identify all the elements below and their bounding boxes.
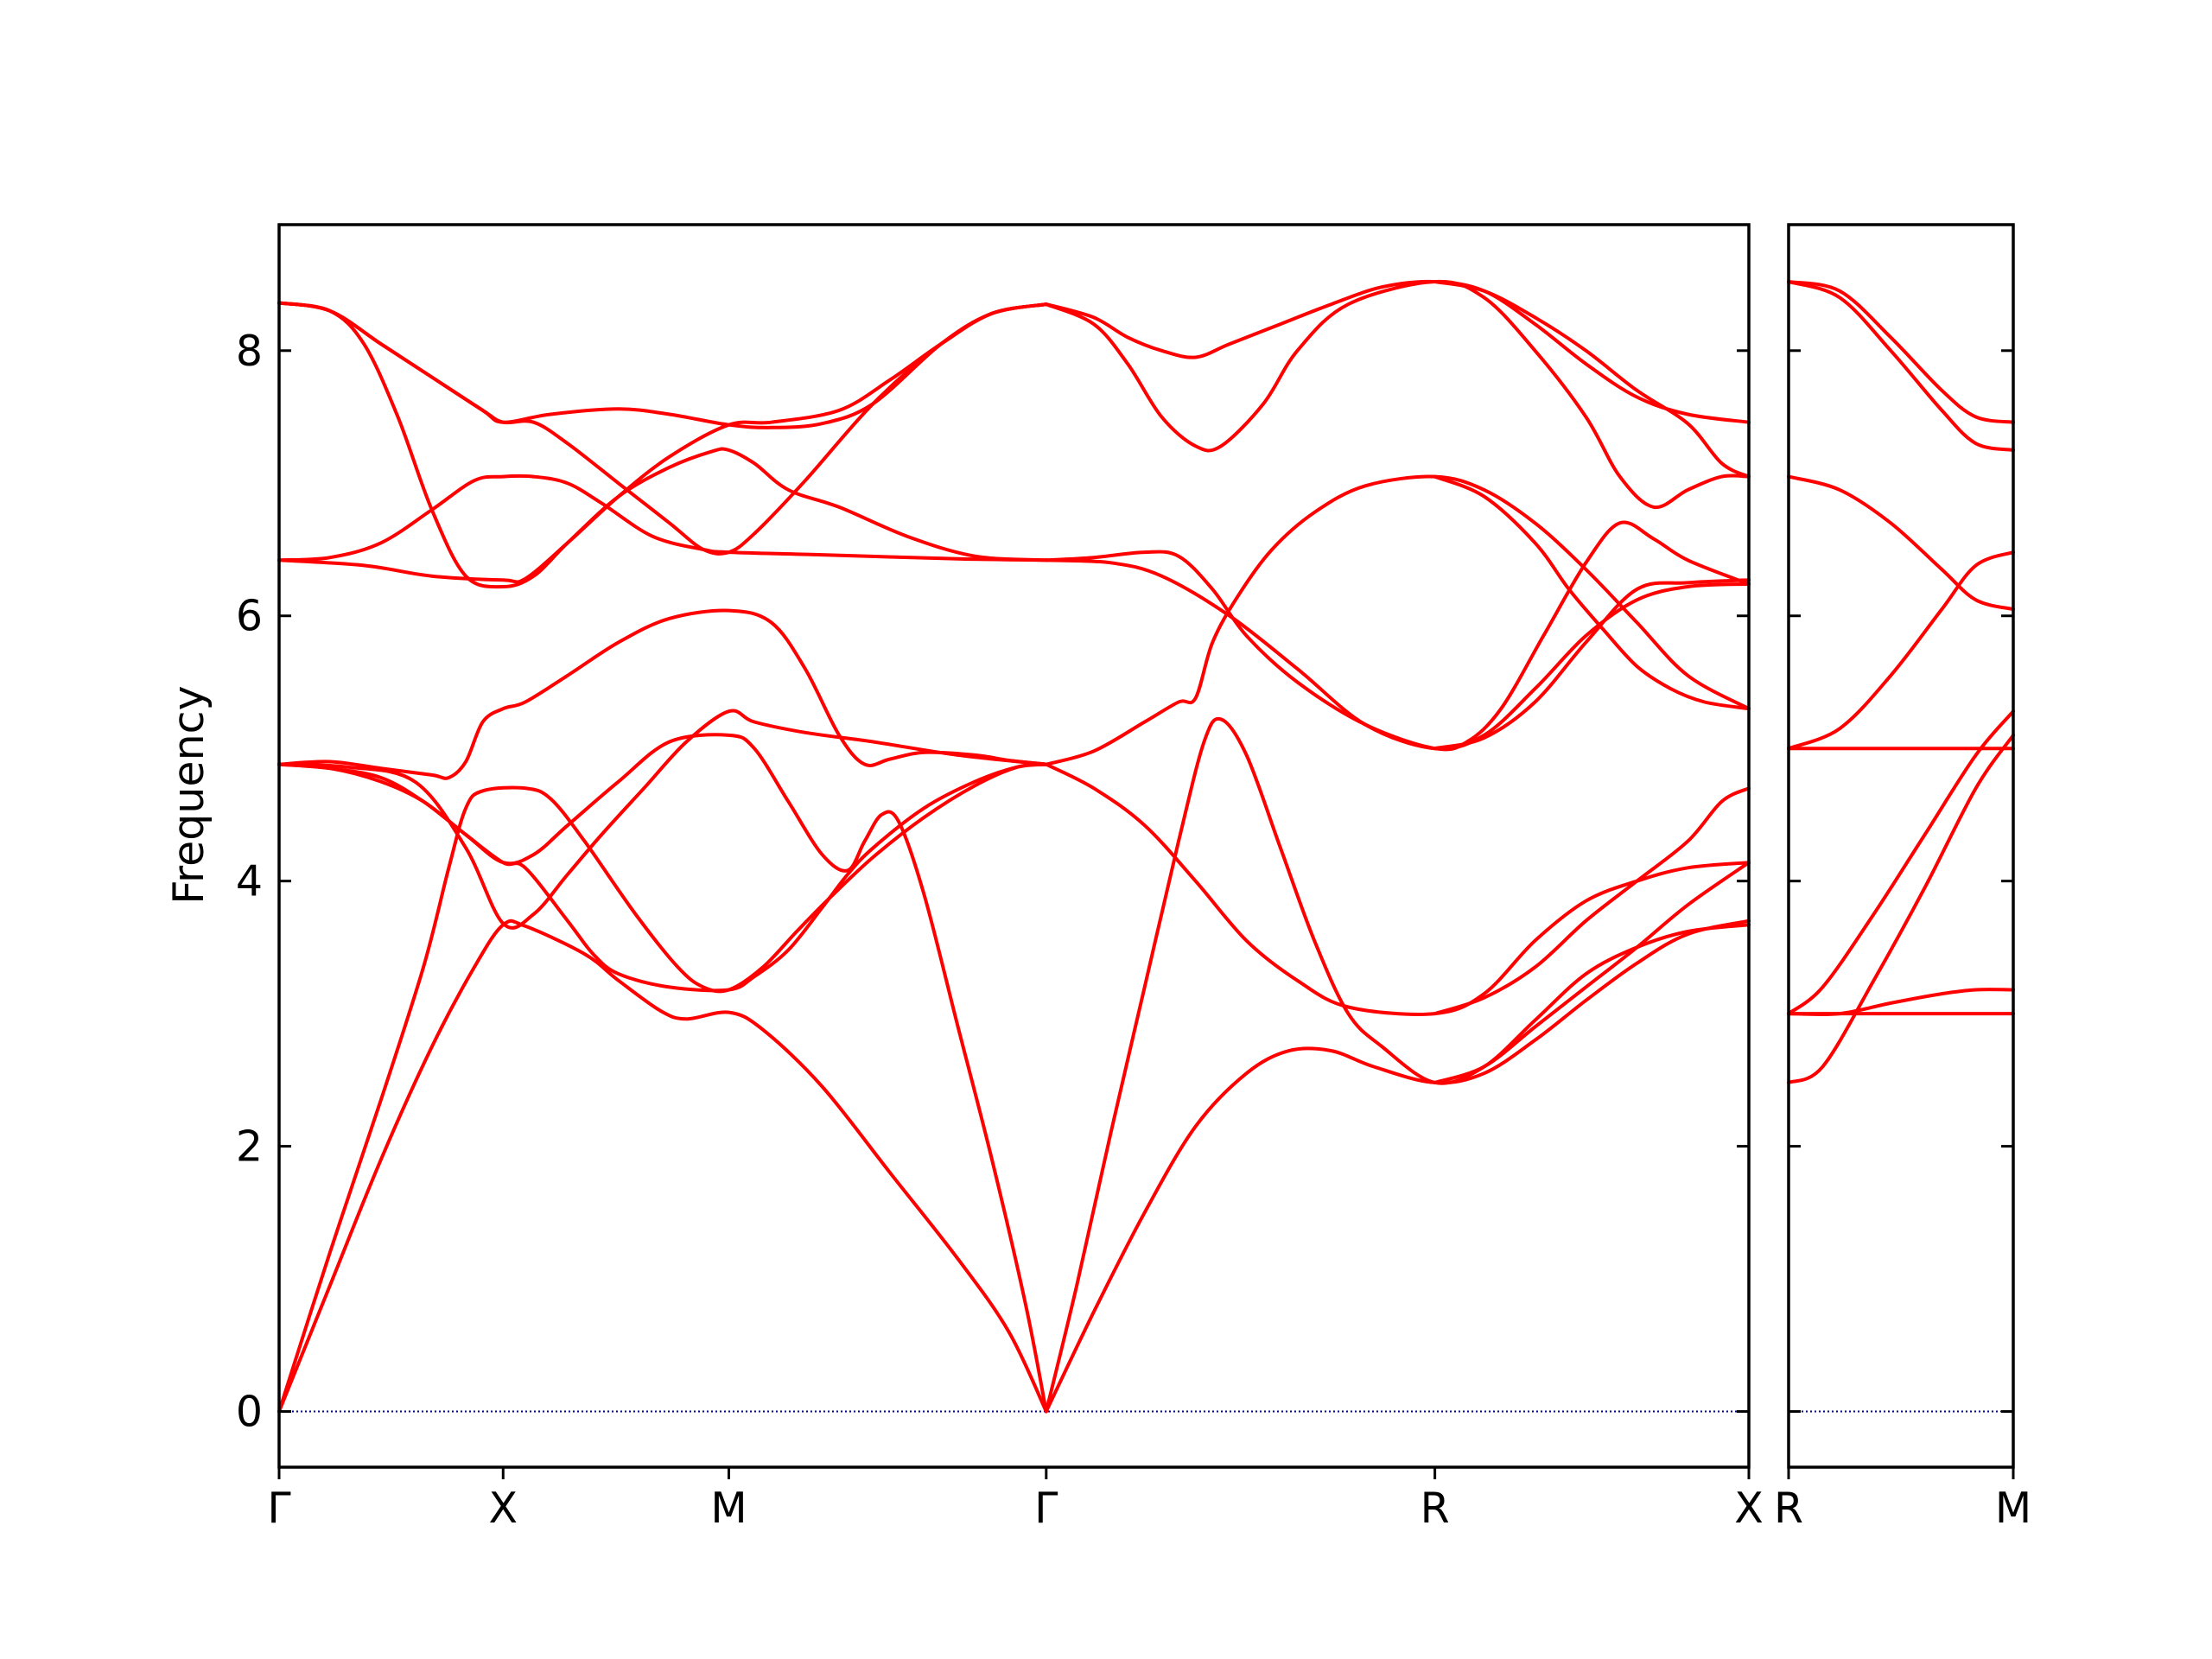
band-line — [1787, 474, 2015, 612]
band-line — [277, 302, 1048, 584]
band-line — [1044, 716, 1751, 1414]
x-tick-label: M — [1995, 1484, 2031, 1533]
band-line — [1044, 474, 1751, 766]
y-tick-label: 8 — [236, 327, 263, 376]
band-line — [1787, 733, 2015, 1084]
band-line — [1433, 861, 1751, 1084]
band-line — [1044, 558, 1751, 751]
x-tick-label: X — [488, 1484, 518, 1533]
band-line — [1787, 550, 2015, 751]
band-line — [1787, 709, 2015, 1016]
x-tick-label: Γ — [1034, 1484, 1058, 1533]
x-tick-label: X — [1734, 1484, 1764, 1533]
band-line — [1044, 762, 1751, 1016]
y-tick-label: 4 — [236, 857, 263, 906]
band-line — [277, 301, 1048, 556]
y-axis-label: Frequency — [164, 685, 213, 904]
band-line — [277, 301, 1048, 589]
band-line — [277, 608, 1048, 780]
band-line — [1044, 918, 1751, 1414]
x-tick-label: R — [1774, 1484, 1803, 1533]
band-line — [1044, 279, 1751, 424]
y-tick-label: 2 — [236, 1122, 263, 1172]
band-line — [1433, 786, 1751, 1016]
band-line — [277, 762, 1048, 993]
band-line — [277, 709, 1048, 930]
band-line — [1787, 280, 2015, 452]
x-tick-label: R — [1421, 1484, 1450, 1533]
band-line — [277, 918, 1048, 1414]
band-line — [1433, 280, 1751, 479]
band-line — [277, 762, 1048, 1414]
band-line — [277, 301, 1048, 429]
plot-frame — [1787, 223, 2015, 1469]
y-tick-label: 0 — [236, 1388, 263, 1437]
band-line — [1433, 578, 1751, 751]
x-tick-label: M — [710, 1484, 747, 1533]
band-line — [1044, 520, 1751, 752]
band-line — [1044, 279, 1751, 510]
y-axis: 0 2 4 6 8 — [236, 327, 263, 1437]
plot-frame — [277, 223, 1751, 1469]
band-line — [1787, 280, 2015, 424]
band-line — [277, 474, 1048, 563]
y-tick-label: 6 — [236, 592, 263, 641]
x-tick-label: Γ — [267, 1484, 291, 1533]
band-line — [1787, 988, 2015, 1017]
band-line — [277, 733, 1048, 1414]
band-line — [1433, 474, 1751, 711]
